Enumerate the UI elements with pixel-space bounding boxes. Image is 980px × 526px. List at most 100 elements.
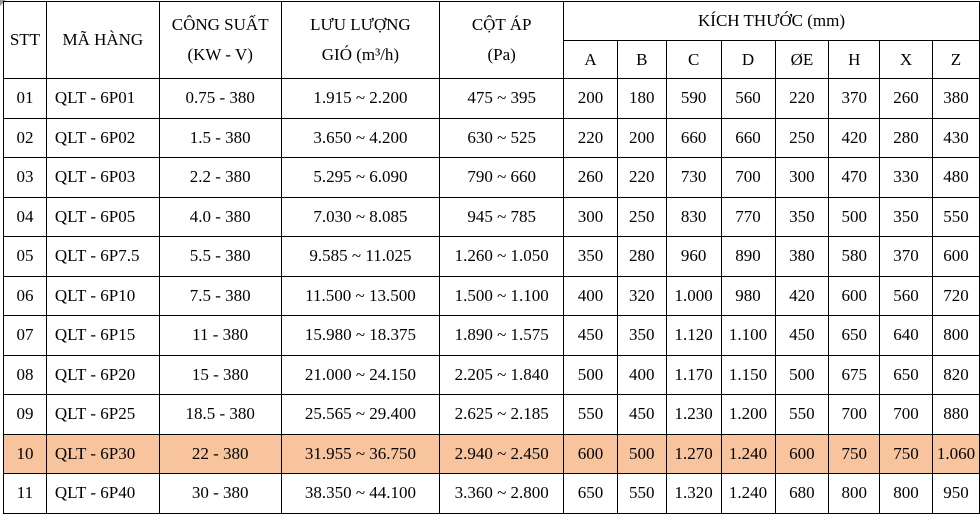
header-luu-luong-line2: GIÓ (m³/h) xyxy=(321,45,400,64)
table-cell: 660 xyxy=(665,117,722,158)
header-cong-suat-line1: CÔNG SUẤT xyxy=(171,15,269,34)
header-dim-h: H xyxy=(828,40,881,79)
table-cell: 1.240 xyxy=(720,433,776,474)
header-dim-z: Z xyxy=(931,40,980,79)
table-cell: 700 xyxy=(720,157,776,198)
table-cell: 890 xyxy=(720,236,776,277)
table-cell: 1.000 xyxy=(665,275,722,316)
header-dim-d: D xyxy=(720,40,776,79)
table-cell: QLT - 6P01 xyxy=(45,78,160,119)
table-cell: 11 xyxy=(3,473,47,514)
table-cell: 300 xyxy=(563,196,618,237)
table-cell: 08 xyxy=(3,354,47,395)
header-dim-b: B xyxy=(616,40,667,79)
table-cell: 550 xyxy=(616,473,667,514)
table-cell: 400 xyxy=(563,275,618,316)
table-cell: 820 xyxy=(931,354,980,395)
table-cell: 01 xyxy=(3,78,47,119)
table-cell: 790 ~ 660 xyxy=(439,157,565,198)
table-cell: 600 xyxy=(931,236,980,277)
table-cell: 800 xyxy=(931,315,980,356)
table-cell: 380 xyxy=(774,236,830,277)
table-cell: 7.030 ~ 8.085 xyxy=(280,196,441,237)
header-ma-hang: MÃ HÀNG xyxy=(45,1,160,79)
table-cell: 960 xyxy=(665,236,722,277)
table-cell: 03 xyxy=(3,157,47,198)
table-cell: 400 xyxy=(616,354,667,395)
table-row: 07 QLT - 6P15 11 - 380 15.980 ~ 18.375 1.890… xyxy=(3,315,980,356)
table-cell: 18.5 - 380 xyxy=(158,394,282,435)
table-cell: 650 xyxy=(879,354,933,395)
table-cell: 370 xyxy=(828,78,881,119)
table-cell: 220 xyxy=(616,157,667,198)
table-cell: 500 xyxy=(774,354,830,395)
table-cell: 980 xyxy=(720,275,776,316)
table-cell: 260 xyxy=(879,78,933,119)
table-cell: 09 xyxy=(3,394,47,435)
table-cell: 560 xyxy=(720,78,776,119)
table-row: 04 QLT - 6P05 4.0 - 380 7.030 ~ 8.085 945 ~ … xyxy=(3,196,980,237)
header-dim-c: C xyxy=(665,40,722,79)
table-row: 03 QLT - 6P03 2.2 - 380 5.295 ~ 6.090 790 ~ … xyxy=(3,157,980,198)
table-cell: QLT - 6P02 xyxy=(45,117,160,158)
table-cell: 650 xyxy=(828,315,881,356)
table-cell: 550 xyxy=(774,394,830,435)
table-cell: QLT - 6P05 xyxy=(45,196,160,237)
header-cot-ap-line1: CỘT ÁP xyxy=(471,15,532,34)
table-cell: 1.320 xyxy=(665,473,722,514)
table-cell: QLT - 6P10 xyxy=(45,275,160,316)
table-cell: 1.230 xyxy=(665,394,722,435)
table-cell: 1.100 xyxy=(720,315,776,356)
table-cell: 330 xyxy=(879,157,933,198)
table-cell: 830 xyxy=(665,196,722,237)
table-cell: 220 xyxy=(563,117,618,158)
table-cell: 550 xyxy=(563,394,618,435)
table-cell: 15.980 ~ 18.375 xyxy=(280,315,441,356)
table-cell: 31.955 ~ 36.750 xyxy=(280,433,441,474)
table-cell: 945 ~ 785 xyxy=(439,196,565,237)
header-cot-ap-line2: (Pa) xyxy=(487,45,516,64)
table-cell: 500 xyxy=(616,433,667,474)
table-cell: 2.625 ~ 2.185 xyxy=(439,394,565,435)
table-cell: 2.205 ~ 1.840 xyxy=(439,354,565,395)
header-luu-luong-line1: LƯU LƯỢNG xyxy=(310,15,411,34)
table-cell: 1.150 xyxy=(720,354,776,395)
table-cell: 15 - 380 xyxy=(158,354,282,395)
table-row-highlighted: 10 QLT - 6P30 22 - 380 31.955 ~ 36.750 2.940… xyxy=(3,433,980,474)
table-cell: 950 xyxy=(931,473,980,514)
table-cell: 220 xyxy=(774,78,830,119)
table-cell: 500 xyxy=(563,354,618,395)
table-cell: 320 xyxy=(616,275,667,316)
table-cell: QLT - 6P7.5 xyxy=(45,236,160,277)
table-cell: 800 xyxy=(828,473,881,514)
table-cell: 430 xyxy=(931,117,980,158)
table-cell: 0.75 - 380 xyxy=(158,78,282,119)
header-stt: STT xyxy=(3,1,47,79)
table-cell: 300 xyxy=(774,157,830,198)
header-dim-x: X xyxy=(879,40,933,79)
table-cell: 25.565 ~ 29.400 xyxy=(280,394,441,435)
table-cell: 880 xyxy=(931,394,980,435)
table-cell: 1.270 xyxy=(665,433,722,474)
table-cell: 200 xyxy=(563,78,618,119)
table-cell: 2.2 - 380 xyxy=(158,157,282,198)
table-cell: 420 xyxy=(774,275,830,316)
table-cell: QLT - 6P15 xyxy=(45,315,160,356)
table-cell: 30 - 380 xyxy=(158,473,282,514)
table-cell: QLT - 6P03 xyxy=(45,157,160,198)
table-cell: 4.0 - 380 xyxy=(158,196,282,237)
product-spec-table: STT MÃ HÀNG CÔNG SUẤT (KW - V) LƯU LƯỢNG… xyxy=(3,1,980,514)
table-cell: 600 xyxy=(828,275,881,316)
table-cell: 280 xyxy=(879,117,933,158)
table-cell: 700 xyxy=(879,394,933,435)
table-cell: 730 xyxy=(665,157,722,198)
table-cell: 380 xyxy=(931,78,980,119)
table-cell: 750 xyxy=(828,433,881,474)
table-cell: 04 xyxy=(3,196,47,237)
table-cell: 250 xyxy=(774,117,830,158)
table-cell: 370 xyxy=(879,236,933,277)
table-row: 02 QLT - 6P02 1.5 - 380 3.650 ~ 4.200 630 ~ … xyxy=(3,117,980,158)
table-cell: 1.915 ~ 2.200 xyxy=(280,78,441,119)
table-cell: 07 xyxy=(3,315,47,356)
table-cell: 250 xyxy=(616,196,667,237)
